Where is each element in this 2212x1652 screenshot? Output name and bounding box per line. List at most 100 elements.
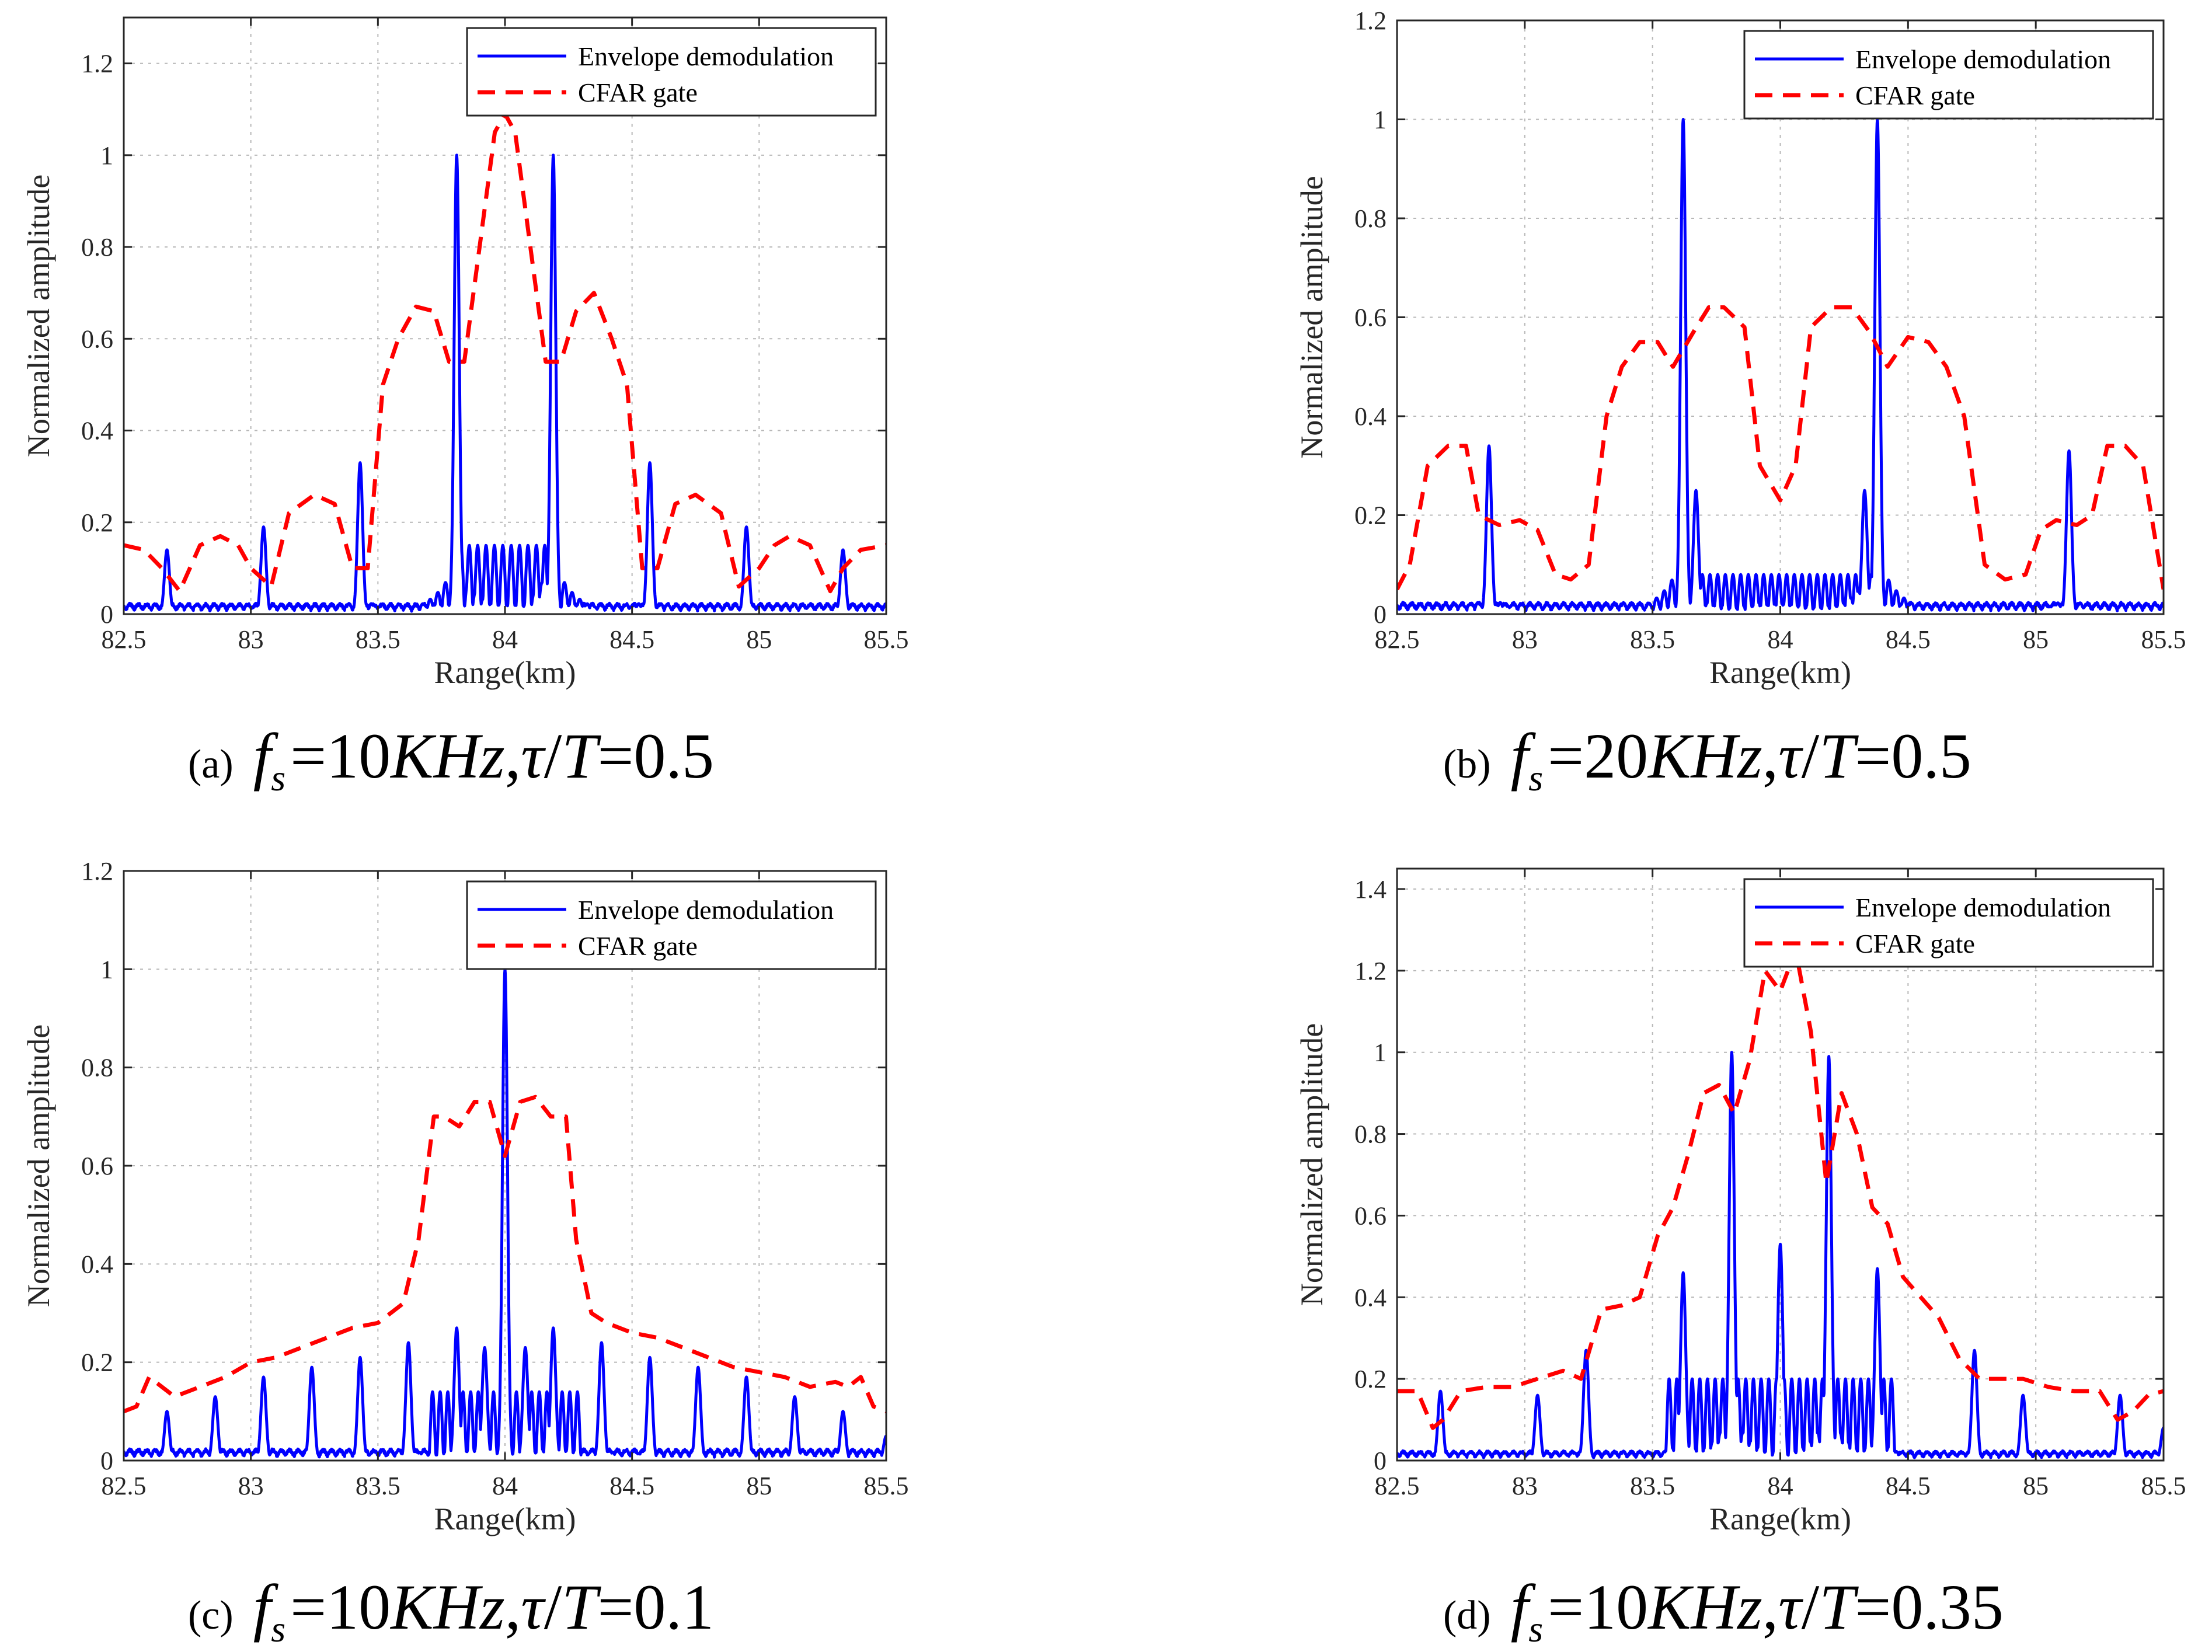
legend-entry: Envelope demodulation (578, 41, 834, 71)
caption-tau: τ (521, 720, 546, 792)
cfar-gate-line (1397, 305, 2164, 591)
chart-panel-b: 82.5 83 83.5 84 84.5 85 85.5 0 0.2 0.4 0.6 0.8 1 1.2 R… (1294, 6, 2186, 799)
x-axis-label: Range(km) (434, 655, 576, 690)
x-tick-label: 85.5 (864, 625, 909, 654)
chart-panel-d: 82.5 83 83.5 84 84.5 85 85.5 0 0.2 0.4 0.6 0.8 1 1.2 1… (1294, 867, 2186, 1650)
y-tick-label: 0.8 (1354, 1120, 1387, 1149)
y-tick-label: 0.4 (81, 417, 113, 445)
caption-label: (b) (1443, 742, 1491, 787)
y-tick-label: 1 (1374, 106, 1387, 134)
chart-panel-a: 82.5 83 83.5 84 84.5 85 85.5 0 0.2 0.4 0.6 0.8 1 1.2 R… (21, 16, 909, 799)
y-tick-label: 0.2 (1354, 501, 1387, 530)
x-tick-label: 84.5 (609, 625, 654, 654)
caption-slash: / (544, 720, 562, 792)
x-axis-label: Range(km) (434, 1501, 576, 1536)
x-tick-label: 84 (492, 1472, 518, 1500)
y-tick-label: 0.2 (81, 1348, 113, 1377)
caption-T: T (562, 1571, 601, 1643)
x-tick-label: 85 (746, 625, 772, 654)
caption-unit: KHz (1647, 720, 1762, 792)
y-tick-label: 1.2 (81, 857, 113, 886)
caption-text: (b) fs=20KHz,τ/T=0.5 (1443, 720, 1971, 799)
x-tick-label: 85 (2023, 1472, 2049, 1500)
y-axis-label: Normalized amplitude (21, 175, 56, 457)
y-tick-label: 0.8 (81, 233, 113, 262)
x-tick-label: 83.5 (1630, 625, 1675, 654)
caption-eq1: =10 (290, 720, 391, 792)
x-tick-label: 82.5 (1375, 625, 1420, 654)
y-tick-label: 0.4 (1354, 402, 1387, 431)
y-tick-label: 0 (100, 1447, 113, 1475)
caption-sub: s (271, 1608, 285, 1650)
panel-caption: (d) fs=10KHz,τ/T=0.35 (1443, 1571, 2004, 1650)
caption-slash: / (1802, 1571, 1820, 1643)
caption-unit: KHz (389, 1571, 505, 1643)
cfar-gate-line (124, 1095, 886, 1414)
caption-tau: τ (1778, 1571, 1803, 1643)
caption-label: (c) (188, 1593, 234, 1638)
y-axis-label: Normalized amplitude (21, 1024, 56, 1307)
chart-panel-c: 82.5 83 83.5 84 84.5 85 85.5 0 0.2 0.4 0.6 0.8 1 1.2 R… (21, 857, 909, 1650)
legend-box (1743, 30, 2154, 120)
caption-sep: , (505, 1571, 521, 1643)
caption-text: (a) fs=10KHz,τ/T=0.5 (188, 720, 714, 799)
legend-entry: Envelope demodulation (578, 895, 834, 925)
x-tick-label: 85 (746, 1472, 772, 1500)
y-tick-label: 0.8 (81, 1054, 113, 1082)
legend-box (466, 27, 877, 117)
caption-eq2: =0.35 (1855, 1571, 2004, 1643)
panel-caption: (a) fs=10KHz,τ/T=0.5 (188, 720, 714, 799)
caption-sub: s (1528, 1608, 1543, 1650)
y-tick-label: 0.4 (1354, 1283, 1387, 1312)
x-tick-label: 83 (1512, 625, 1538, 654)
x-tick-label: 85.5 (2141, 625, 2186, 654)
caption-eq1: =10 (290, 1571, 391, 1643)
y-tick-label: 0.2 (81, 508, 113, 537)
y-tick-label: 1 (100, 141, 113, 170)
x-tick-label: 83.5 (356, 625, 400, 654)
caption-eq1: =20 (1548, 720, 1648, 792)
y-tick-label: 0 (1374, 1447, 1387, 1475)
caption-T: T (1819, 720, 1859, 792)
x-tick-label: 84 (492, 625, 518, 654)
y-tick-label: 1.2 (81, 50, 113, 78)
legend-entry: CFAR gate (578, 931, 698, 961)
y-tick-label: 0 (1374, 600, 1387, 629)
caption-T: T (562, 720, 601, 792)
caption-eq2: =0.5 (597, 720, 714, 792)
x-tick-label: 82.5 (102, 1472, 147, 1500)
y-tick-label: 0 (100, 600, 113, 629)
y-tick-label: 0.6 (81, 1152, 113, 1180)
y-tick-label: 1.2 (1354, 957, 1387, 985)
y-tick-label: 0.4 (81, 1250, 113, 1278)
x-tick-label: 85 (2023, 625, 2049, 654)
caption-sep: , (1762, 1571, 1779, 1643)
y-tick-label: 1 (1374, 1038, 1387, 1067)
y-tick-label: 0.6 (81, 325, 113, 353)
legend: Envelope demodulation CFAR gate (1743, 878, 2154, 968)
caption-label: (a) (188, 742, 234, 787)
x-tick-label: 84.5 (1886, 625, 1931, 654)
caption-unit: KHz (389, 720, 505, 792)
y-tick-label: 0.6 (1354, 304, 1387, 332)
x-tick-label: 83 (238, 625, 264, 654)
caption-sub: s (1528, 757, 1543, 799)
x-axis-label: Range(km) (1709, 655, 1851, 690)
caption-eq1: =10 (1548, 1571, 1648, 1643)
legend-entry: CFAR gate (1855, 929, 1975, 959)
x-tick-label: 84.5 (609, 1472, 654, 1500)
panel-caption: (b) fs=20KHz,τ/T=0.5 (1443, 720, 1971, 799)
x-tick-label: 85.5 (2141, 1472, 2186, 1500)
y-axis-label: Normalized amplitude (1294, 176, 1329, 458)
cfar-gate-line (1397, 948, 2164, 1430)
legend-entry: Envelope demodulation (1855, 44, 2111, 74)
caption-eq2: =0.1 (597, 1571, 714, 1643)
caption-sub: s (271, 757, 285, 799)
caption-tau: τ (521, 1571, 546, 1643)
x-tick-label: 84.5 (1886, 1472, 1931, 1500)
legend: Envelope demodulation CFAR gate (466, 880, 877, 970)
caption-tau: τ (1778, 720, 1803, 792)
y-axis-label: Normalized amplitude (1294, 1023, 1329, 1306)
caption-T: T (1819, 1571, 1859, 1643)
x-tick-label: 82.5 (1375, 1472, 1420, 1500)
